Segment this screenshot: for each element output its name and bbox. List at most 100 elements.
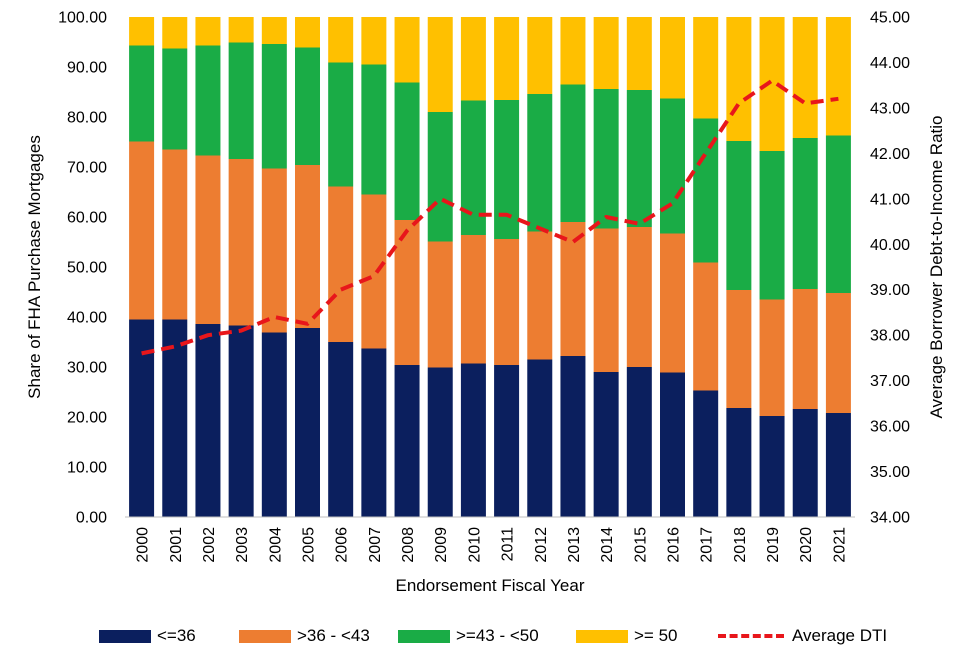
x-tick-label: 2017 <box>699 527 716 563</box>
bar-segment-2008-s0 <box>394 365 420 517</box>
bar-segment-2019-s3 <box>759 17 785 151</box>
y2-tick-label: 39.00 <box>870 282 910 299</box>
bar-segment-2021-s0 <box>825 413 851 517</box>
bar-segment-2002-s0 <box>195 324 221 517</box>
bar-segment-2014-s0 <box>593 372 619 517</box>
bar-segment-2004-s2 <box>261 44 287 169</box>
y2-tick-label: 35.00 <box>870 464 910 481</box>
y2-tick-label: 44.00 <box>870 55 910 72</box>
bar-segment-2006-s2 <box>328 62 354 187</box>
bar-segment-2017-s1 <box>693 262 719 391</box>
bar-segment-2003-s2 <box>228 42 254 159</box>
bar-segment-2007-s2 <box>361 64 387 195</box>
bar-segment-2000-s2 <box>129 45 155 142</box>
bar-segment-2020-s2 <box>792 138 818 289</box>
bar-segment-2016-s3 <box>660 17 685 99</box>
y-tick-label: 100.00 <box>58 10 107 27</box>
bar-segment-2002-s2 <box>195 45 221 156</box>
legend-label: >=43 - <50 <box>456 626 539 645</box>
bar-segment-2018-s2 <box>726 141 752 290</box>
average-dti-line <box>141 78 839 356</box>
bar-segment-2018-s0 <box>726 408 752 517</box>
y2-tick-label: 36.00 <box>870 419 910 436</box>
y-tick-label: 20.00 <box>67 410 107 427</box>
bar-segment-2015-s1 <box>626 227 652 367</box>
bar-segment-2019-s2 <box>759 151 785 300</box>
legend-line-swatch <box>718 634 784 638</box>
bar-segment-2014-s2 <box>593 89 619 229</box>
bar-segment-2015-s2 <box>626 90 652 227</box>
legend-swatch <box>239 629 291 643</box>
legend-label: <=36 <box>157 626 196 645</box>
bar-segment-2021-s3 <box>825 17 851 136</box>
bar-segment-2008-s3 <box>394 17 420 83</box>
x-tick-label: 2016 <box>666 527 683 563</box>
bar-segment-2004-s1 <box>261 168 287 333</box>
x-tick-label: 2001 <box>168 527 185 563</box>
legend-item-le36: <=36 <box>99 626 196 646</box>
bar-segment-2020-s3 <box>792 17 818 138</box>
bar-segment-2009-s2 <box>427 112 453 242</box>
y2-tick-label: 37.00 <box>870 373 910 390</box>
x-tick-label: 2010 <box>466 527 483 563</box>
bar-segment-2016-s2 <box>660 98 685 234</box>
y2-tick-label: 43.00 <box>870 100 910 117</box>
y-tick-label: 90.00 <box>67 60 107 77</box>
bar-segment-2012-s1 <box>527 231 553 360</box>
bar-segment-2016-s1 <box>660 233 685 373</box>
bar-segment-2003-s3 <box>228 17 254 43</box>
y2-tick-label: 40.00 <box>870 237 910 254</box>
bar-layer <box>129 17 851 517</box>
x-axis-label: Endorsement Fiscal Year <box>396 576 585 595</box>
bar-segment-2014-s1 <box>593 228 619 372</box>
legend-label: >36 - <43 <box>297 626 370 645</box>
bar-segment-2006-s1 <box>328 186 354 342</box>
legend: <=36 >36 - <43 >=43 - <50 >= 50 Average … <box>0 626 969 654</box>
bar-segment-2017-s3 <box>693 17 719 119</box>
bar-segment-2010-s1 <box>460 235 486 364</box>
bar-segment-2011-s1 <box>494 239 520 365</box>
bar-segment-2003-s0 <box>228 325 254 517</box>
bar-segment-2007-s3 <box>361 17 387 65</box>
bar-segment-2009-s1 <box>427 241 453 368</box>
x-tick-label: 2005 <box>301 527 318 563</box>
x-tick-label: 2000 <box>135 527 152 563</box>
bar-segment-2016-s0 <box>660 372 685 517</box>
legend-item-36-43: >36 - <43 <box>239 626 370 646</box>
y-tick-label: 10.00 <box>67 460 107 477</box>
bar-segment-2017-s0 <box>693 390 719 517</box>
x-tick-label: 2014 <box>599 527 616 563</box>
legend-label: >= 50 <box>634 626 678 645</box>
bar-segment-2000-s1 <box>129 141 155 320</box>
bar-segment-2001-s3 <box>162 17 188 49</box>
legend-swatch <box>99 629 151 643</box>
y-tick-label: 80.00 <box>67 110 107 127</box>
bar-segment-2004-s0 <box>261 332 287 517</box>
y2-tick-label: 41.00 <box>870 191 910 208</box>
bar-segment-2015-s0 <box>626 367 652 517</box>
bar-segment-2019-s0 <box>759 416 785 517</box>
y2-axis-label: Average Borrower Debt-to-Income Ratio <box>927 116 946 419</box>
dti-line-layer <box>141 78 839 356</box>
bar-segment-2014-s3 <box>593 17 619 89</box>
x-tick-label: 2002 <box>201 527 218 563</box>
x-tick-label: 2012 <box>533 527 550 563</box>
x-tick-label: 2004 <box>267 527 284 563</box>
bar-segment-2005-s3 <box>295 17 320 48</box>
bar-segment-2009-s3 <box>427 17 453 112</box>
bar-segment-2021-s1 <box>825 293 851 413</box>
bar-segment-2013-s0 <box>560 356 586 517</box>
bar-segment-2002-s3 <box>195 17 221 46</box>
bar-segment-2018-s3 <box>726 17 752 141</box>
bar-segment-2013-s3 <box>560 17 586 85</box>
x-tick-label: 2006 <box>334 527 351 563</box>
bar-segment-2020-s1 <box>792 289 818 409</box>
bar-segment-2001-s2 <box>162 48 188 150</box>
x-tick-label: 2009 <box>433 527 450 563</box>
x-tick-label: 2021 <box>831 527 848 563</box>
bar-segment-2008-s1 <box>394 220 420 365</box>
bar-segment-2021-s2 <box>825 135 851 293</box>
bar-segment-2012-s0 <box>527 359 553 517</box>
legend-label: Average DTI <box>792 626 888 645</box>
